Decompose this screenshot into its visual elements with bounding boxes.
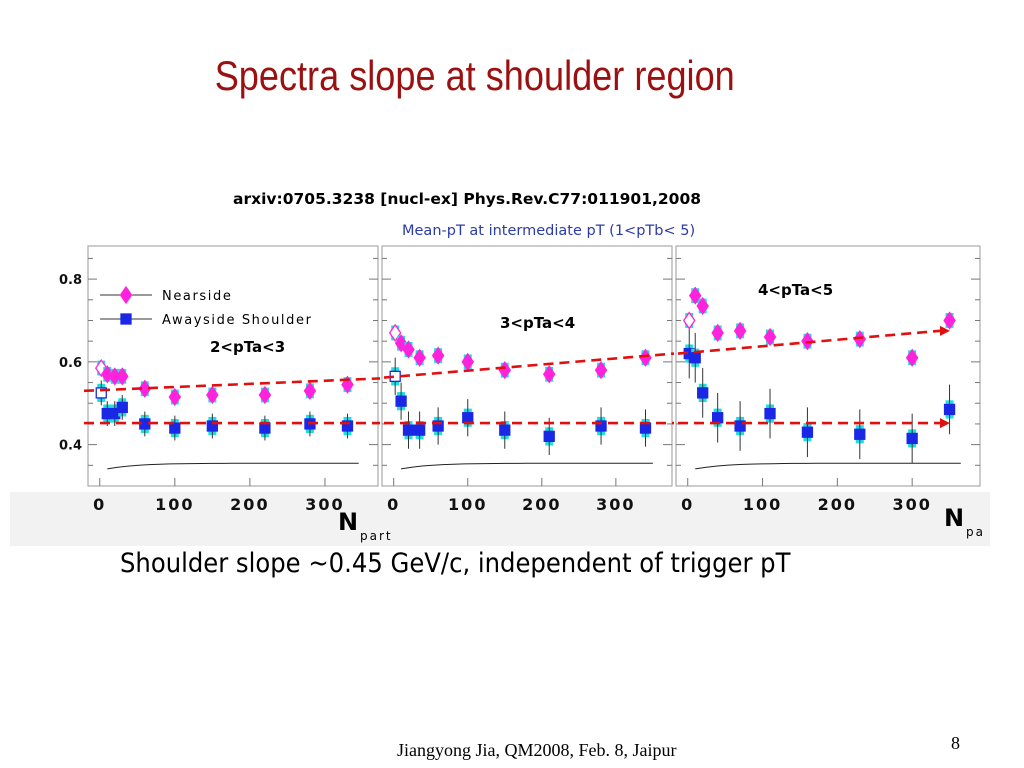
trend-arrowhead <box>940 325 950 336</box>
x-tick-label: 0 <box>681 495 694 514</box>
awayside-point <box>413 424 426 436</box>
nearside-point <box>431 346 445 365</box>
legend: Nearside Awayside Shoulder <box>100 285 313 328</box>
nearside-point <box>206 385 219 405</box>
nearside-point <box>594 360 608 380</box>
y-tick-label: 0.4 <box>59 439 82 454</box>
awayside-point <box>639 422 652 434</box>
x-tick-label: 100 <box>155 495 194 514</box>
nearside-point <box>733 321 747 340</box>
nearside-point <box>853 329 867 349</box>
nearside-point <box>138 379 152 398</box>
nearside-point <box>688 286 702 305</box>
x-tick-label: 300 <box>892 495 931 514</box>
y-tick-label: 0.8 <box>59 273 82 288</box>
awayside-point <box>764 407 776 420</box>
nearside-point <box>682 311 696 330</box>
x-tick-label: 200 <box>818 495 857 514</box>
nearside-point <box>763 327 777 347</box>
legend-nearside-marker <box>119 285 133 305</box>
panel-1: 0 100 200 300 2<pTa<3 <box>87 245 379 514</box>
awayside-point <box>402 424 415 436</box>
page-number: 8 <box>951 733 960 753</box>
nearside-point <box>258 385 272 405</box>
awayside-point <box>206 420 219 432</box>
reference-curve <box>401 462 653 470</box>
awayside-point <box>697 387 709 399</box>
awayside-point <box>169 422 181 434</box>
x-axis-label: N <box>338 508 358 536</box>
panel-frame <box>381 245 673 487</box>
panel-label: 4<pTa<5 <box>758 281 833 299</box>
awayside-point <box>259 422 271 434</box>
x-tick-label: 100 <box>743 495 782 514</box>
x-tick-label: 300 <box>596 495 635 514</box>
nearside-point <box>711 323 724 343</box>
trend-line <box>383 352 675 379</box>
y-tick-label: 0.6 <box>59 356 82 371</box>
panel-frame <box>675 245 981 487</box>
spectra-slope-figure: 0 100 200 300 2<pTa<3 0 100 200 300 3<pTa<4 0 100 20… <box>0 240 1024 546</box>
panel-frame <box>87 245 379 487</box>
awayside-point <box>499 424 511 436</box>
awayside-point <box>689 352 701 364</box>
x-tick-label: 0 <box>387 495 400 514</box>
trend-arrowhead <box>940 418 950 429</box>
awayside-point <box>854 428 866 440</box>
nearside-point <box>905 348 919 367</box>
awayside-point <box>943 403 956 416</box>
x-tick-label: 200 <box>522 495 561 514</box>
panel-label: 2<pTa<3 <box>210 338 285 356</box>
awayside-point <box>462 412 474 424</box>
nearside-point <box>402 340 415 359</box>
legend-label: Nearside <box>162 289 232 304</box>
awayside-point <box>906 432 918 445</box>
nearside-point <box>115 367 129 386</box>
awayside-point <box>116 401 128 414</box>
awayside-point <box>95 387 107 399</box>
x-axis-label: N <box>944 504 964 532</box>
x-axis-label-subscript: pa <box>966 525 985 539</box>
figure-axis-strip <box>10 492 990 546</box>
x-tick-label: 300 <box>305 495 344 514</box>
reference-citation: arxiv:0705.3238 [nucl-ex] Phys.Rev.C77:0… <box>233 190 702 208</box>
panel-2: 0 100 200 300 3<pTa<4 <box>381 245 673 514</box>
awayside-point <box>341 420 354 432</box>
trend-line <box>83 377 381 393</box>
nearside-point <box>943 311 956 330</box>
footer-text: Jiangyong Jia, QM2008, Feb. 8, Jaipur <box>397 740 677 760</box>
nearside-point <box>168 387 182 407</box>
panel-label: 3<pTa<4 <box>500 314 575 332</box>
awayside-point <box>801 426 814 438</box>
panel-3: 0 100 200 300 4<pTa<5 <box>675 245 981 514</box>
nearside-point <box>303 381 317 400</box>
legend-awayside-marker <box>120 313 132 325</box>
awayside-point <box>543 430 555 442</box>
trend-line <box>677 329 941 355</box>
slide-title: Spectra slope at shoulder region <box>214 52 735 99</box>
awayside-point <box>432 420 444 432</box>
conclusion-text: Shoulder slope ~0.45 GeV/c, independent … <box>120 548 791 579</box>
awayside-point <box>595 420 607 432</box>
awayside-point <box>395 395 407 407</box>
awayside-point <box>734 420 746 432</box>
nearside-point <box>542 365 556 384</box>
nearside-point <box>413 348 426 367</box>
reference-curve <box>107 462 359 470</box>
x-tick-label: 0 <box>93 495 106 514</box>
x-axis-label-subscript: part <box>360 529 393 543</box>
nearside-point <box>696 296 709 316</box>
chart-subtitle: Mean-pT at intermediate pT (1<pTb< 5) <box>402 223 696 239</box>
x-tick-label: 100 <box>448 495 487 514</box>
reference-curve <box>695 462 961 470</box>
awayside-point <box>712 412 724 424</box>
legend-label: Awayside Shoulder <box>162 313 313 328</box>
x-tick-label: 200 <box>230 495 269 514</box>
